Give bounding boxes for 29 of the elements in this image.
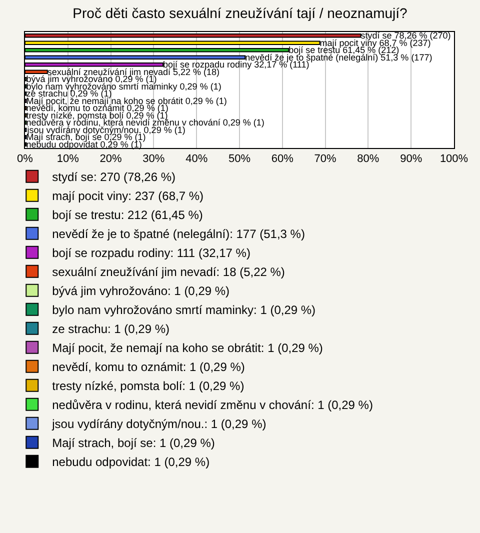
x-tick-label: 90%	[400, 153, 422, 166]
legend-label: nebudu odpovidat: 1 (0,29 %)	[52, 455, 210, 470]
legend-label: mají pocit viny: 237 (68,7 %)	[52, 189, 204, 204]
legend-label: Mají strach, bojí se: 1 (0,29 %)	[52, 436, 215, 450]
legend-label: nevědí, komu to oznámit: 1 (0,29 %)	[52, 360, 245, 374]
chart-title: Proč děti často sexuální zneužívání tají / neoznamují?	[72, 4, 408, 21]
legend-label: bývá jim vyhrožováno: 1 (0,29 %)	[52, 284, 230, 298]
legend-label: bojí se rozpadu rodiny: 111 (32,17 %)	[52, 246, 250, 260]
legend-label: tresty nízké, pomsta bolí: 1 (0,29 %)	[52, 379, 244, 394]
x-tick-label: 20%	[100, 153, 122, 166]
x-tick-label: 80%	[357, 153, 380, 166]
x-tick-label: 30%	[142, 153, 165, 166]
legend-label: jsou vydírány dotyčným/nou.: 1 (0,29 %)	[51, 417, 266, 432]
legend-label: stydí se: 270 (78,26 %)	[52, 170, 176, 184]
x-tick-label: 0%	[17, 153, 34, 166]
legend-label: nevědí že je to špatné (nelegální): 177 (51,3 %)	[52, 227, 305, 242]
x-tick-label: 70%	[314, 153, 337, 166]
x-tick-label: 100%	[440, 153, 468, 166]
legend-label: bojí se trestu: 212 (61,45 %)	[52, 208, 203, 222]
x-tick-label: 10%	[56, 153, 80, 166]
x-tick-label: 50%	[228, 153, 251, 166]
x-tick-label: 60%	[271, 153, 294, 166]
data-label: stydí se 78,26 % (270)	[360, 30, 451, 41]
legend-label: bylo nam vyhrožováno smrtí maminky: 1 (0,29 %)	[52, 303, 316, 318]
legend-label: Mají pocit, že nemají na koho se obrátit: 1 (0,29 %)	[52, 341, 323, 356]
x-tick-label: 40%	[186, 153, 208, 166]
legend-label: ze strachu: 1 (0,29 %)	[52, 322, 170, 336]
legend-label: nedůvěra v rodinu, která nevidí změnu v chování: 1 (0,29 %)	[52, 398, 373, 412]
legend-label: sexuální zneužívání jim nevadí: 18 (5,22 %)	[52, 265, 285, 280]
